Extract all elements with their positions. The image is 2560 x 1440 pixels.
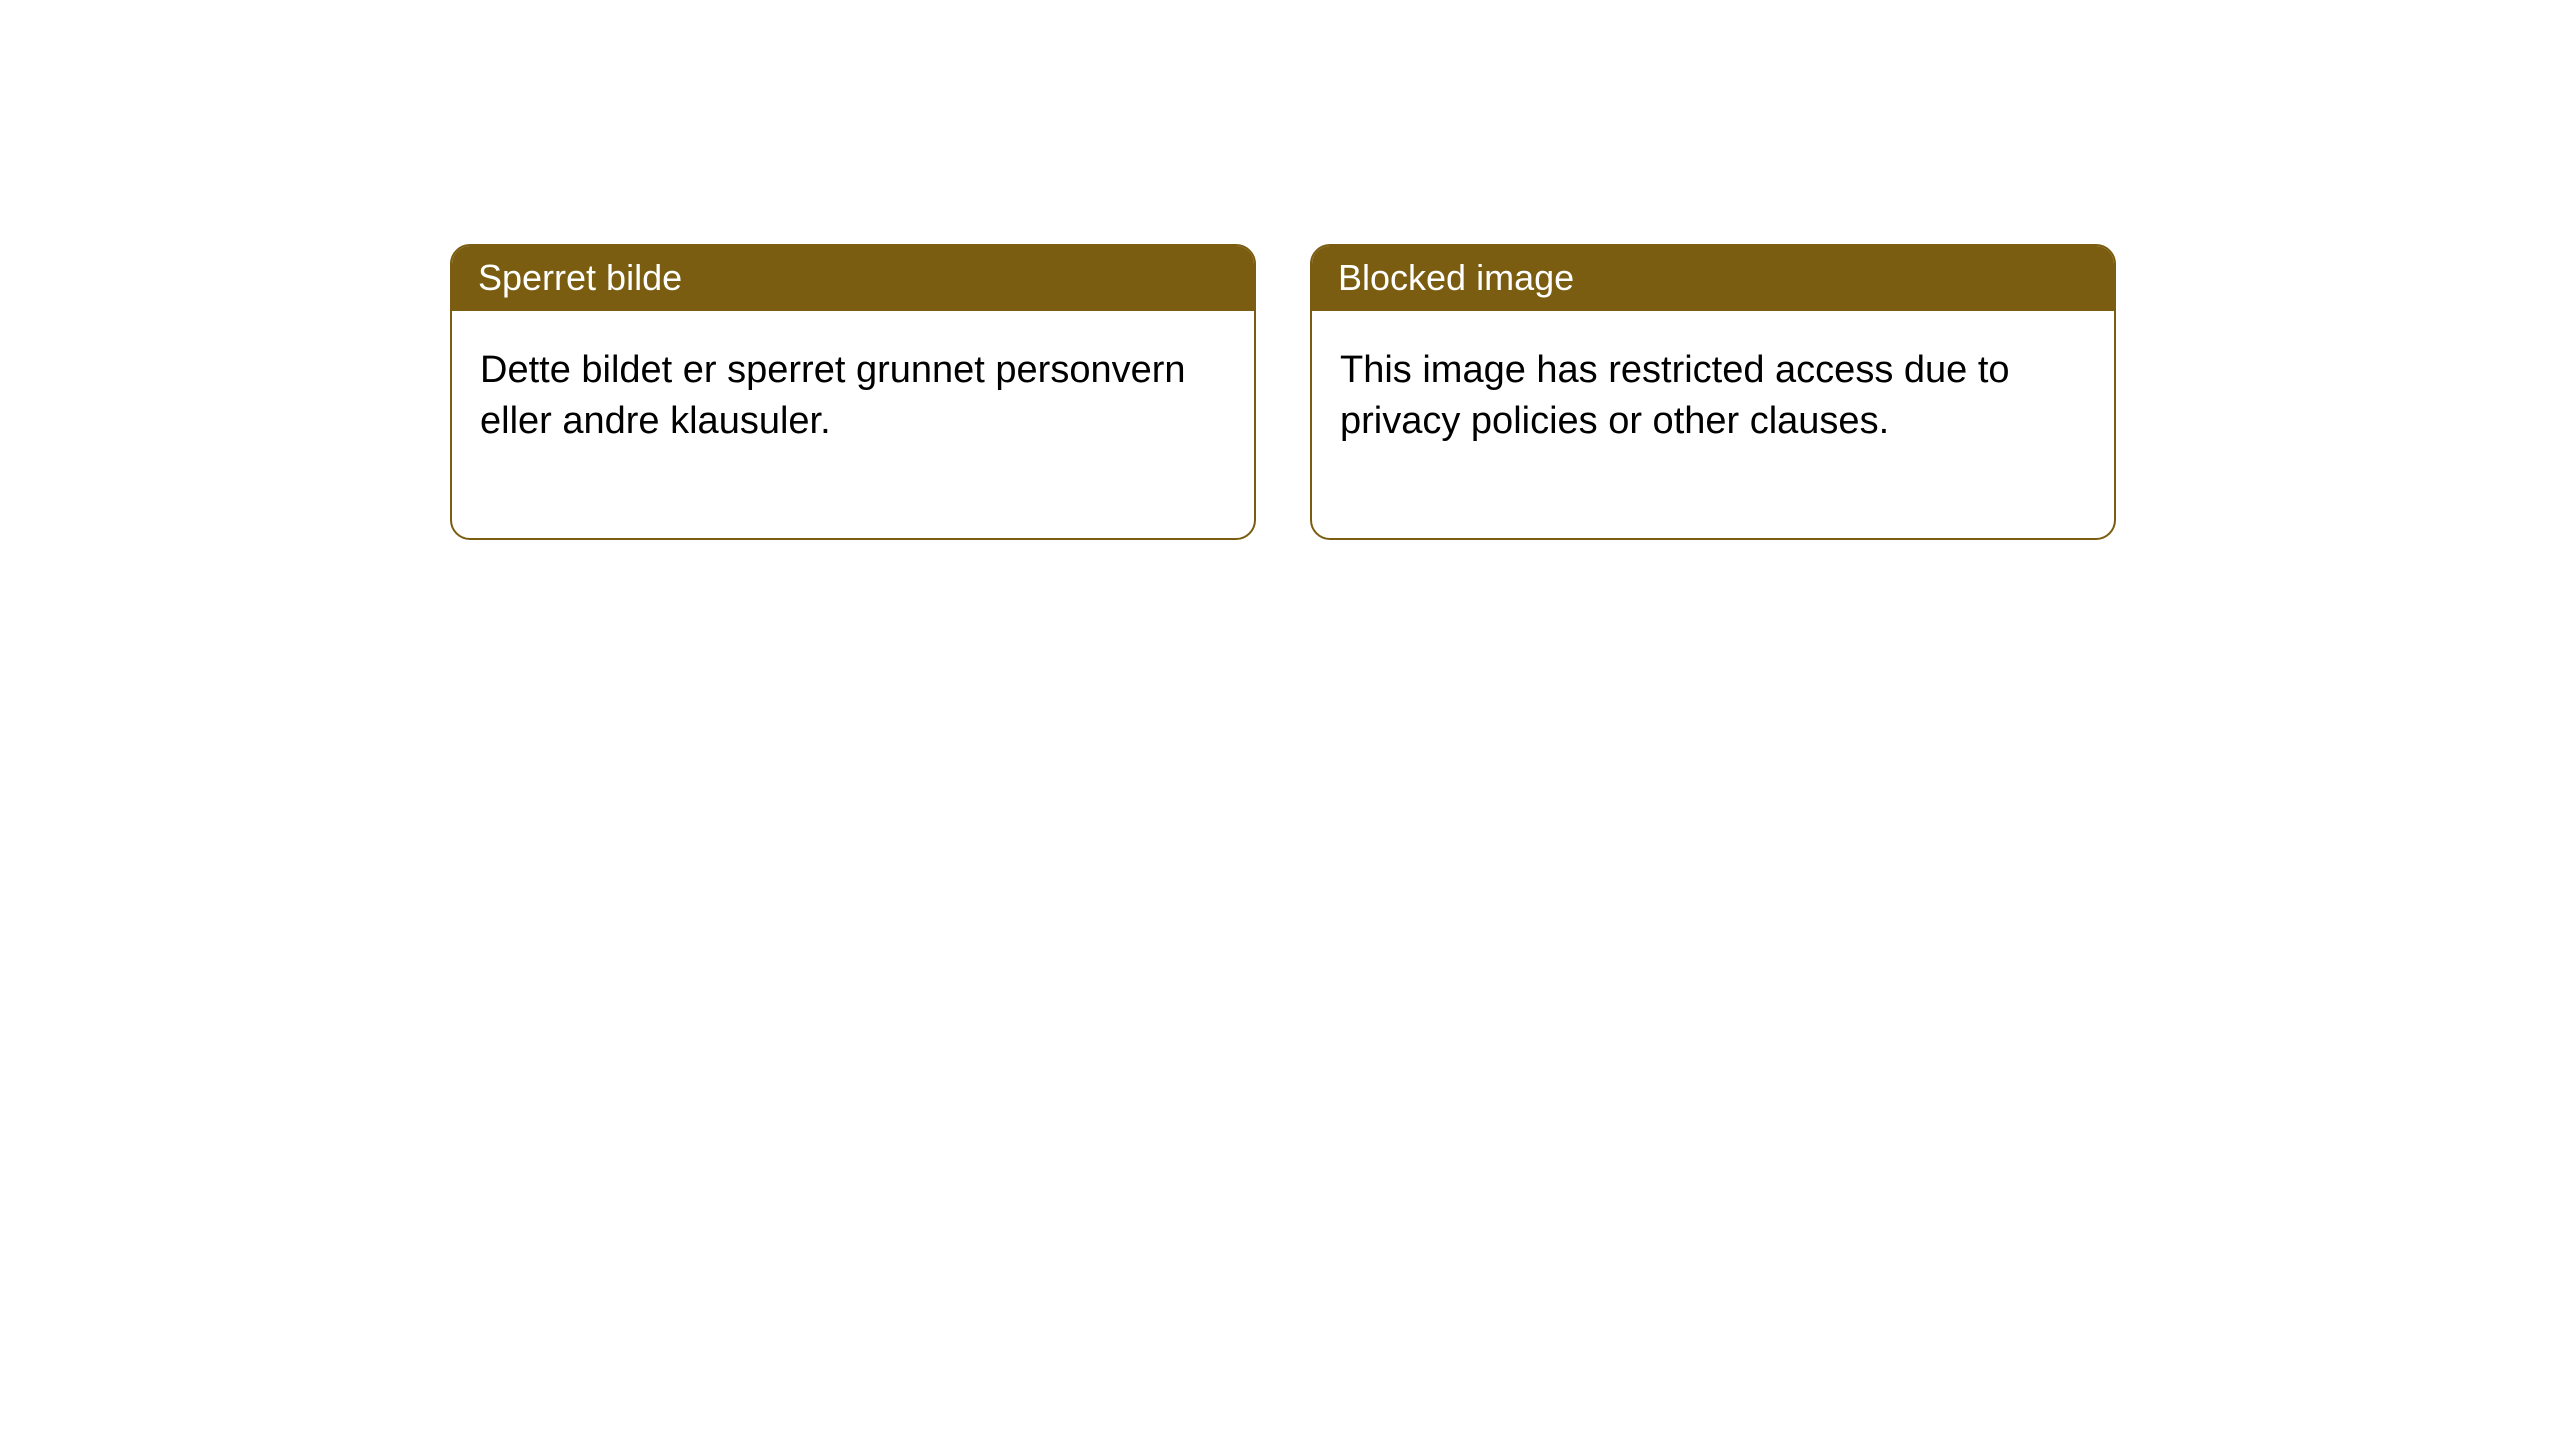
notice-card-norwegian: Sperret bilde Dette bildet er sperret gr… [450, 244, 1256, 540]
notice-body-norwegian: Dette bildet er sperret grunnet personve… [452, 311, 1254, 538]
notice-body-english: This image has restricted access due to … [1312, 311, 2114, 538]
notice-container: Sperret bilde Dette bildet er sperret gr… [0, 0, 2560, 540]
notice-card-english: Blocked image This image has restricted … [1310, 244, 2116, 540]
notice-title-english: Blocked image [1312, 246, 2114, 311]
notice-title-norwegian: Sperret bilde [452, 246, 1254, 311]
